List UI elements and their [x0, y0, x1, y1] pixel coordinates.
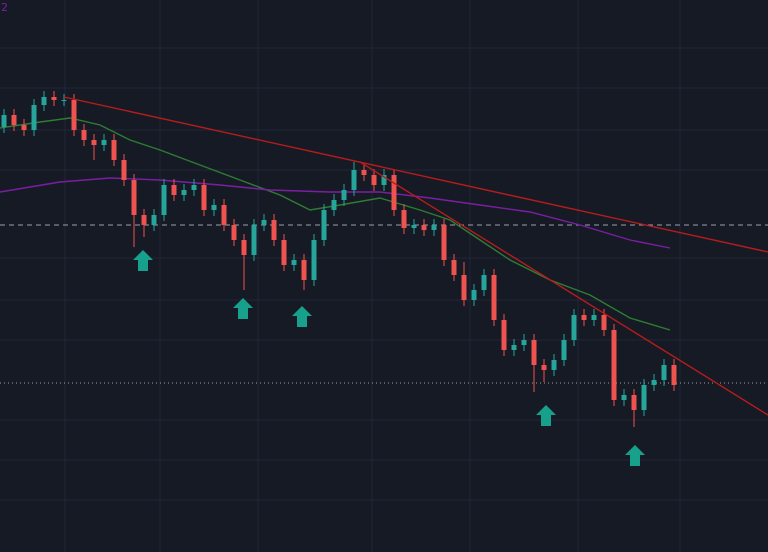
- candle-body: [241, 240, 247, 255]
- signal-arrow: [133, 250, 153, 271]
- candle-body: [511, 345, 517, 350]
- candle-body: [211, 205, 217, 210]
- candle-body: [431, 225, 437, 230]
- candle-body: [81, 130, 87, 140]
- candle-body: [91, 140, 97, 145]
- candle-body: [1, 115, 7, 127]
- candle-body: [381, 175, 387, 185]
- overlay-line: [0, 177, 671, 249]
- candle-body: [421, 225, 427, 230]
- candle-body: [191, 185, 197, 190]
- candle-body: [521, 340, 527, 345]
- candle-body: [271, 220, 277, 240]
- candle-body: [151, 215, 157, 225]
- candle-body: [11, 115, 17, 125]
- candle-body: [611, 330, 617, 400]
- candle-body: [251, 225, 257, 255]
- candle-body: [121, 160, 127, 180]
- candle-body: [21, 125, 27, 130]
- candle-body: [231, 225, 237, 240]
- candle-body: [111, 140, 117, 160]
- candle-body: [301, 260, 307, 280]
- candle-body: [201, 185, 207, 210]
- candle-body: [461, 275, 467, 300]
- signal-arrow: [536, 405, 556, 426]
- candle-body: [551, 360, 557, 370]
- candle-body: [671, 365, 677, 385]
- overlay-line: [359, 161, 768, 416]
- candle-body: [631, 395, 637, 410]
- candle-body: [391, 175, 397, 210]
- indicator-label: 2: [1, 1, 8, 14]
- candle-body: [291, 260, 297, 265]
- candle-body: [321, 210, 327, 240]
- candle-body: [411, 225, 417, 228]
- candle-body: [161, 185, 167, 215]
- candle-body: [31, 105, 37, 130]
- candle-body: [341, 190, 347, 200]
- candle-body: [371, 175, 377, 185]
- candle-body: [171, 185, 177, 195]
- candle-body: [281, 240, 287, 265]
- candle-body: [641, 385, 647, 410]
- candle-body: [71, 100, 77, 130]
- candle-body: [481, 275, 487, 290]
- candle-body: [651, 380, 657, 385]
- candle-body: [451, 260, 457, 275]
- candle-body: [571, 315, 577, 340]
- candle-body: [401, 210, 407, 228]
- candle-body: [531, 340, 537, 365]
- candle-body: [311, 240, 317, 280]
- candle-body: [331, 200, 337, 210]
- candle-body: [131, 180, 137, 215]
- candle-body: [101, 140, 107, 145]
- signal-arrow: [233, 298, 253, 319]
- candle-body: [41, 97, 47, 105]
- candle-body: [541, 365, 547, 370]
- candle-body: [581, 315, 587, 320]
- candle-body: [351, 170, 357, 190]
- candle-body: [621, 395, 627, 400]
- signal-arrow: [625, 445, 645, 466]
- overlay-line: [0, 117, 671, 331]
- candle-body: [221, 205, 227, 225]
- candle-body: [141, 215, 147, 225]
- candle-body: [591, 315, 597, 320]
- candle-body: [491, 275, 497, 320]
- candle-body: [61, 100, 67, 101]
- candle-body: [51, 97, 57, 100]
- candle-body: [361, 170, 367, 175]
- candle-body: [501, 320, 507, 350]
- candle-body: [471, 290, 477, 300]
- signal-arrow: [292, 306, 312, 327]
- candle-body: [661, 365, 667, 380]
- candle-body: [441, 225, 447, 260]
- candle-body: [261, 220, 267, 225]
- candle-body: [561, 340, 567, 360]
- candle-body: [181, 190, 187, 195]
- overlay-line: [63, 96, 768, 253]
- candle-body: [601, 315, 607, 330]
